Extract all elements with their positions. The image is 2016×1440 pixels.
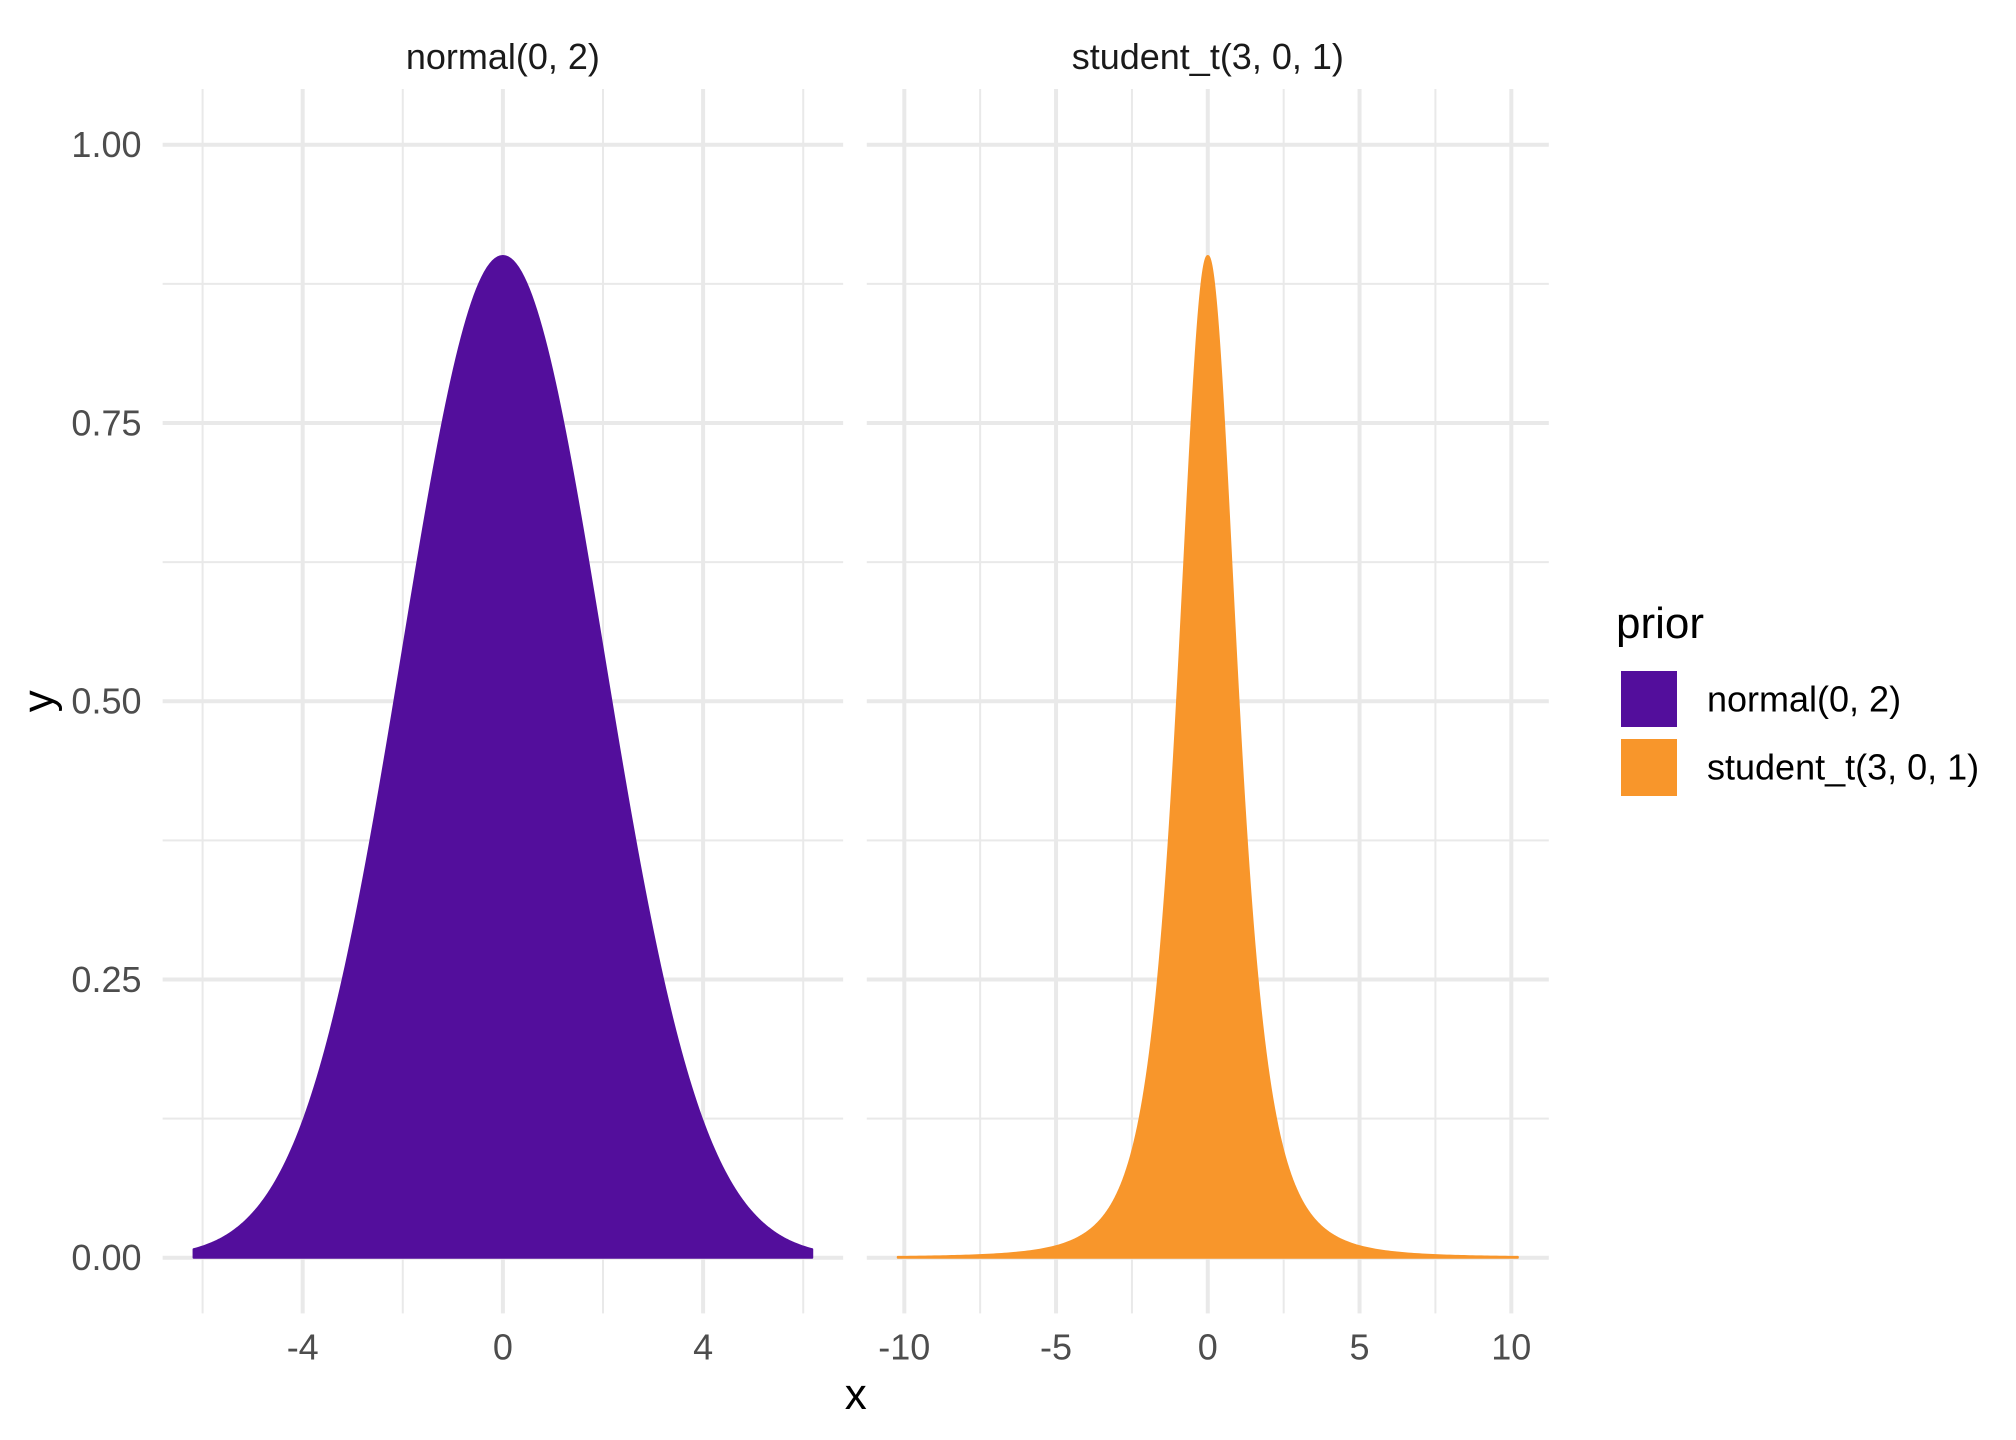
svg-text:student_t(3, 0, 1): student_t(3, 0, 1): [1072, 36, 1344, 77]
svg-text:0.75: 0.75: [71, 402, 141, 443]
svg-text:-10: -10: [878, 1327, 930, 1368]
svg-text:0.00: 0.00: [71, 1237, 141, 1278]
svg-text:-4: -4: [287, 1327, 319, 1368]
svg-text:1.00: 1.00: [71, 124, 141, 165]
svg-text:normal(0, 2): normal(0, 2): [406, 36, 600, 77]
svg-text:0: 0: [1198, 1327, 1218, 1368]
svg-text:-5: -5: [1040, 1327, 1072, 1368]
svg-text:student_t(3, 0, 1): student_t(3, 0, 1): [1707, 747, 1979, 788]
svg-text:0.25: 0.25: [71, 959, 141, 1000]
svg-text:0: 0: [493, 1327, 513, 1368]
svg-text:normal(0, 2): normal(0, 2): [1707, 679, 1901, 720]
svg-text:x: x: [845, 1370, 867, 1419]
svg-text:10: 10: [1491, 1327, 1531, 1368]
svg-text:4: 4: [693, 1327, 713, 1368]
svg-text:0.50: 0.50: [71, 681, 141, 722]
svg-text:prior: prior: [1616, 599, 1704, 648]
svg-text:y: y: [14, 690, 63, 712]
svg-text:5: 5: [1350, 1327, 1370, 1368]
